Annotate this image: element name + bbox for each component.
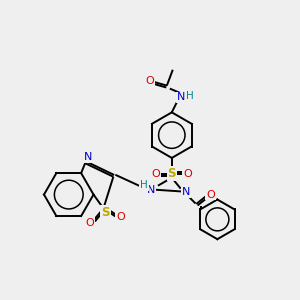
- Text: O: O: [116, 212, 125, 222]
- Text: O: O: [183, 169, 192, 179]
- Text: H: H: [186, 91, 194, 100]
- Text: O: O: [85, 218, 94, 228]
- Text: O: O: [146, 76, 154, 85]
- Text: S: S: [167, 167, 176, 180]
- Text: O: O: [206, 190, 215, 200]
- Text: N: N: [147, 184, 155, 195]
- Text: N: N: [84, 152, 92, 162]
- Text: N: N: [182, 187, 190, 196]
- Text: H: H: [140, 180, 148, 190]
- Text: S: S: [101, 206, 110, 219]
- Text: O: O: [152, 169, 160, 179]
- Text: N: N: [176, 92, 185, 103]
